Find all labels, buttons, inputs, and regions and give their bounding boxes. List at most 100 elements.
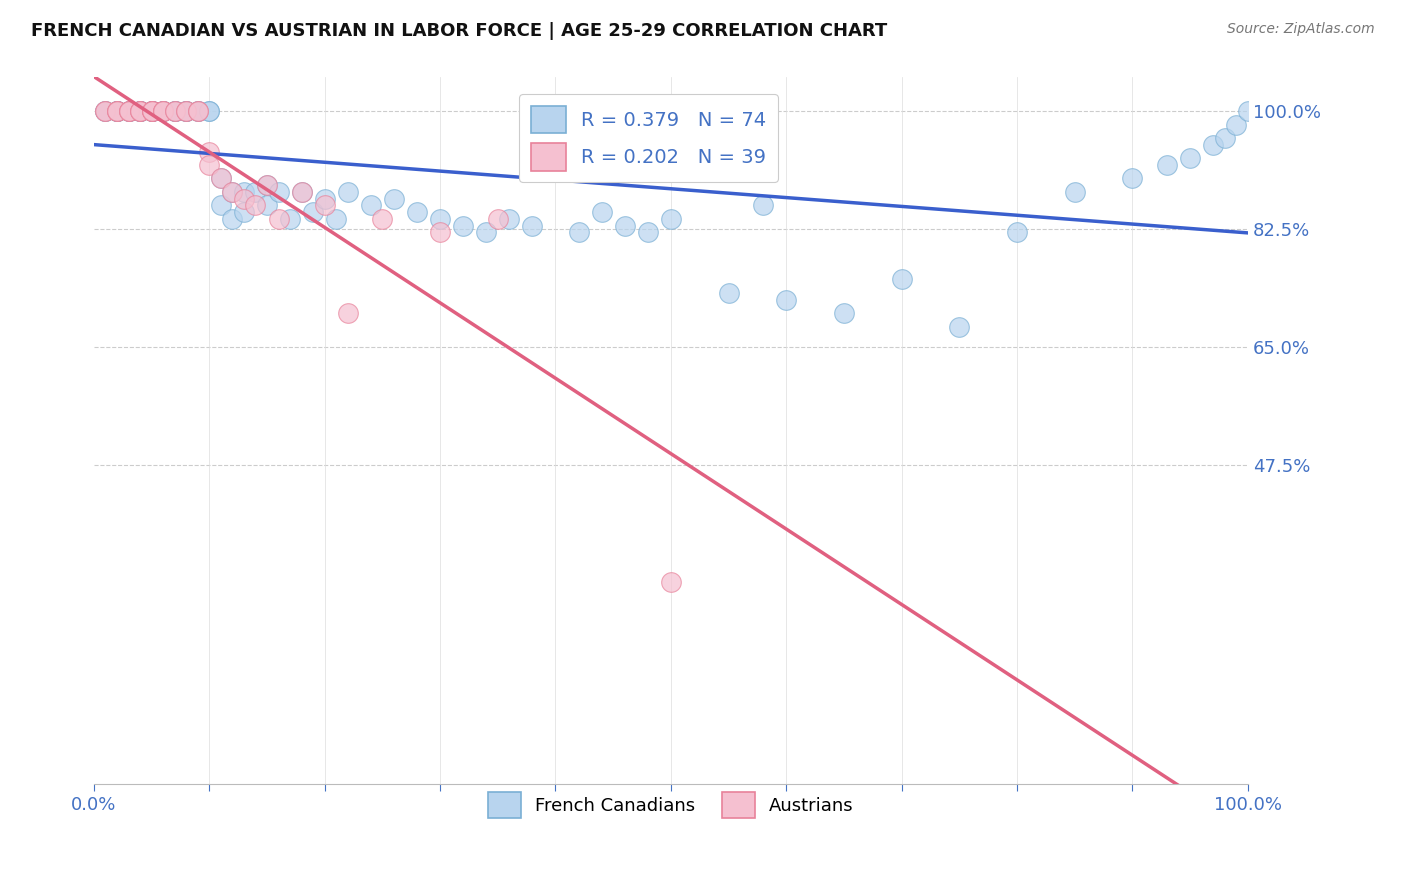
Point: [163, 104, 186, 119]
Point: [129, 104, 152, 119]
Point: [637, 225, 659, 239]
Point: [129, 104, 152, 119]
Point: [129, 104, 152, 119]
Text: FRENCH CANADIAN VS AUSTRIAN IN LABOR FORCE | AGE 25-29 CORRELATION CHART: FRENCH CANADIAN VS AUSTRIAN IN LABOR FOR…: [31, 22, 887, 40]
Point: [382, 192, 405, 206]
Point: [360, 198, 382, 212]
Point: [1005, 225, 1028, 239]
Point: [152, 104, 174, 119]
Point: [198, 104, 221, 119]
Point: [314, 198, 336, 212]
Point: [1237, 104, 1260, 119]
Point: [174, 104, 197, 119]
Point: [117, 104, 139, 119]
Point: [267, 211, 290, 226]
Point: [105, 104, 128, 119]
Point: [129, 104, 152, 119]
Point: [187, 104, 209, 119]
Point: [245, 198, 267, 212]
Point: [429, 225, 451, 239]
Point: [174, 104, 197, 119]
Text: Source: ZipAtlas.com: Source: ZipAtlas.com: [1227, 22, 1375, 37]
Point: [221, 185, 243, 199]
Point: [232, 205, 254, 219]
Point: [94, 104, 117, 119]
Point: [717, 285, 740, 300]
Point: [1202, 137, 1225, 152]
Point: [267, 185, 290, 199]
Point: [278, 211, 301, 226]
Legend: French Canadians, Austrians: French Canadians, Austrians: [481, 785, 860, 825]
Point: [256, 178, 278, 193]
Point: [832, 306, 855, 320]
Point: [291, 185, 314, 199]
Point: [152, 104, 174, 119]
Point: [209, 171, 232, 186]
Point: [232, 185, 254, 199]
Point: [187, 104, 209, 119]
Point: [141, 104, 163, 119]
Point: [522, 219, 544, 233]
Point: [451, 219, 474, 233]
Point: [94, 104, 117, 119]
Point: [198, 104, 221, 119]
Point: [406, 205, 429, 219]
Point: [752, 198, 775, 212]
Point: [245, 185, 267, 199]
Point: [141, 104, 163, 119]
Point: [475, 225, 498, 239]
Point: [336, 185, 359, 199]
Point: [152, 104, 174, 119]
Point: [775, 293, 797, 307]
Point: [163, 104, 186, 119]
Point: [613, 219, 636, 233]
Point: [1121, 171, 1143, 186]
Point: [117, 104, 139, 119]
Point: [890, 272, 912, 286]
Point: [659, 211, 682, 226]
Point: [117, 104, 139, 119]
Point: [94, 104, 117, 119]
Point: [152, 104, 174, 119]
Point: [141, 104, 163, 119]
Point: [129, 104, 152, 119]
Point: [591, 205, 613, 219]
Point: [232, 192, 254, 206]
Point: [187, 104, 209, 119]
Point: [129, 104, 152, 119]
Point: [198, 158, 221, 172]
Point: [498, 211, 520, 226]
Point: [1063, 185, 1085, 199]
Point: [141, 104, 163, 119]
Point: [152, 104, 174, 119]
Point: [141, 104, 163, 119]
Point: [659, 575, 682, 590]
Point: [105, 104, 128, 119]
Point: [163, 104, 186, 119]
Point: [336, 306, 359, 320]
Point: [163, 104, 186, 119]
Point: [174, 104, 197, 119]
Point: [117, 104, 139, 119]
Point: [187, 104, 209, 119]
Point: [174, 104, 197, 119]
Point: [141, 104, 163, 119]
Point: [129, 104, 152, 119]
Point: [1178, 151, 1201, 165]
Point: [105, 104, 128, 119]
Point: [141, 104, 163, 119]
Point: [325, 211, 347, 226]
Point: [291, 185, 314, 199]
Point: [948, 319, 970, 334]
Point: [198, 145, 221, 159]
Point: [209, 171, 232, 186]
Point: [152, 104, 174, 119]
Point: [105, 104, 128, 119]
Point: [486, 211, 509, 226]
Point: [105, 104, 128, 119]
Point: [221, 185, 243, 199]
Point: [94, 104, 117, 119]
Point: [117, 104, 139, 119]
Point: [163, 104, 186, 119]
Point: [302, 205, 325, 219]
